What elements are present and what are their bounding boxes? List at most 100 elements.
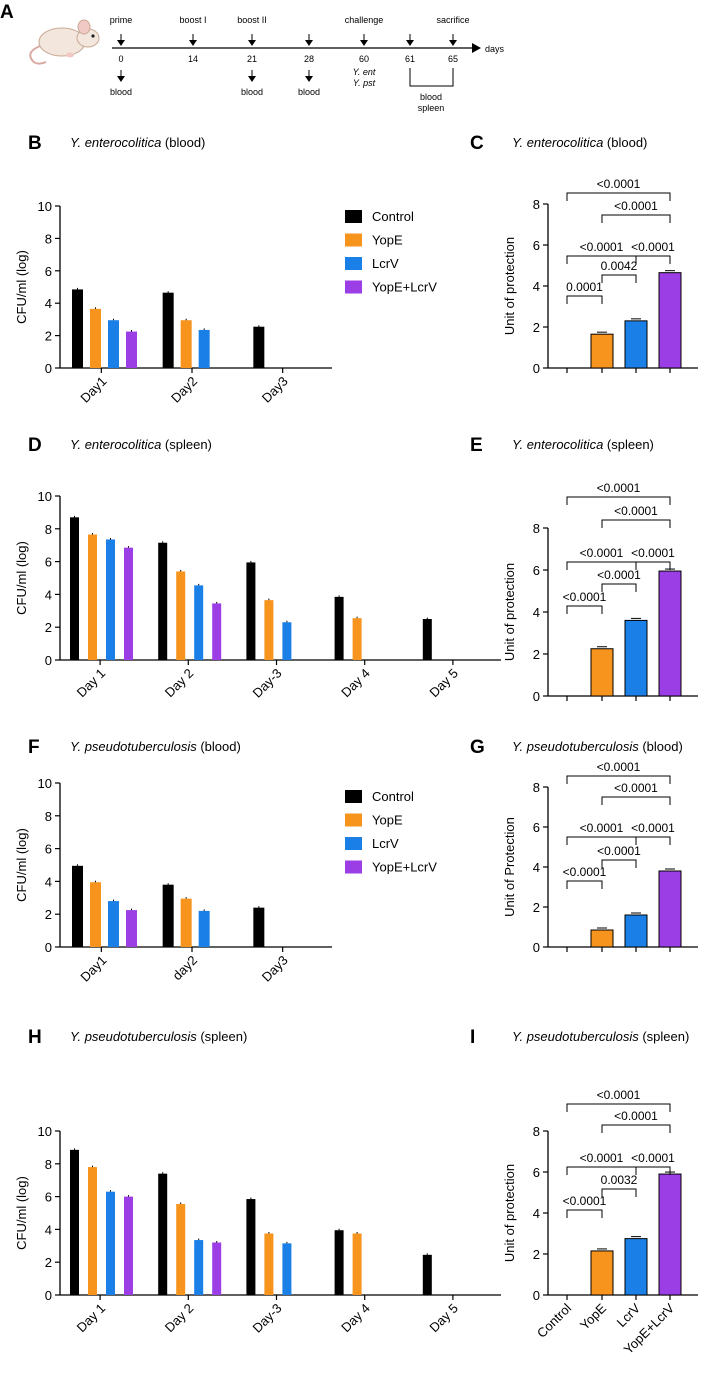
y-tick-label: 0 (533, 361, 540, 376)
x-tick-label: Day2 (168, 374, 200, 406)
bar-lcrv (282, 1243, 292, 1295)
legend-swatch (345, 210, 362, 223)
chart-title: Y. enterocolitica (blood) (70, 135, 205, 150)
chart-panel-C: C Y. enterocolitica (blood) 0 2 4 6 8 Unit of p… (470, 133, 698, 376)
y-tick-label: 4 (533, 1206, 540, 1221)
y-tick-label: 6 (533, 820, 540, 835)
event-day-label: 0 (118, 54, 123, 64)
p-value-label: <0.0001 (614, 504, 658, 518)
y-tick-label: 2 (45, 907, 52, 922)
y-axis-label: CFU/ml (log) (14, 250, 29, 324)
y-tick-label: 6 (45, 1190, 52, 1205)
y-tick-label: 8 (533, 780, 540, 795)
significance-bracket (601, 796, 671, 805)
event-top-label: boost II (237, 15, 267, 25)
p-value-label: <0.0001 (597, 1088, 641, 1102)
chart-panel-E: E Y. enterocolitica (spleen) 0 2 4 6 8 Unit of … (470, 435, 698, 704)
bar-yope (176, 1203, 186, 1295)
chart-panel-I: I Y. pseudotuberculosis (spleen) 0 2 4 6 8 Unit… (470, 1027, 698, 1357)
p-value-label: <0.0001 (631, 1151, 675, 1165)
significance-bracket (566, 1103, 671, 1112)
bar-control (72, 289, 83, 368)
y-tick-label: 8 (45, 809, 52, 824)
y-tick-label: 6 (45, 842, 52, 857)
p-value-label: <0.0001 (580, 546, 624, 560)
bar-lcrv (194, 585, 204, 660)
x-tick-label: Day 2 (162, 1301, 197, 1336)
p-value-label: 0.0001 (566, 280, 603, 294)
x-tick-label: Day1 (77, 374, 109, 406)
bar-control (334, 1230, 344, 1295)
y-tick-label: 8 (533, 197, 540, 212)
p-value-label: <0.0001 (563, 1194, 607, 1208)
bar-control (253, 907, 265, 947)
timeline-unit-label: days (485, 44, 505, 54)
significance-bracket (601, 583, 637, 592)
chart-title: Y. enterocolitica (spleen) (512, 437, 654, 452)
p-value-label: <0.0001 (580, 240, 624, 254)
chart-panel-H: H Y. pseudotuberculosis (spleen) 0 2 4 6 8 10 CF… (14, 1027, 501, 1336)
legend-swatch (345, 860, 362, 874)
p-value-label: <0.0001 (614, 781, 658, 795)
bar-yope (352, 1233, 362, 1295)
bar-control (162, 884, 174, 947)
chart-panel-G: G Y. pseudotuberculosis (blood) 0 2 4 6 8 Unit … (470, 737, 698, 955)
legend-swatch (345, 257, 362, 270)
bar-yope-lcrv (658, 1173, 682, 1296)
legend: Control YopE LcrV YopE+LcrV (345, 789, 437, 875)
event-top-label: challenge (345, 15, 384, 25)
panel-label: B (28, 133, 42, 154)
bar-control (422, 619, 432, 660)
y-tick-label: 4 (45, 874, 52, 889)
challenge-strain: Y. ent (353, 67, 376, 77)
chart-panel-D: D Y. enterocolitica (spleen) 0 2 4 6 8 10 CFU/ml… (14, 435, 501, 701)
significance-bracket (601, 214, 671, 223)
x-tick-label: Day 5 (426, 1301, 461, 1336)
sacrifice-bracket (409, 68, 454, 87)
y-tick-label: 8 (533, 1124, 540, 1139)
mouse-tail (29, 45, 47, 65)
bar-lcrv (624, 914, 648, 948)
legend-swatch (345, 813, 362, 827)
event-day-label: 61 (405, 54, 415, 64)
bar-yope (176, 571, 186, 660)
sample-arrow-head (117, 76, 125, 82)
y-axis-label: Unit of protection (502, 1164, 517, 1262)
y-tick-label: 0 (45, 940, 52, 955)
panel-label: C (470, 133, 484, 154)
legend-label: LcrV (372, 256, 399, 271)
event-top-label: prime (110, 15, 133, 25)
bar-yope (590, 333, 614, 369)
bar-yope-lcrv (124, 547, 133, 660)
chart-panel-B: B Y. enterocolitica (blood) 0 2 4 6 8 10 CFU/ml … (14, 133, 332, 406)
significance-bracket (566, 496, 671, 505)
y-tick-label: 4 (45, 587, 52, 602)
x-tick-label: Day 2 (162, 666, 197, 701)
y-tick-label: 4 (533, 279, 540, 294)
bar-control (72, 865, 83, 947)
y-axis-label: Unit of protection (502, 563, 517, 661)
significance-bracket (566, 192, 671, 201)
sample-arrow-head (248, 76, 256, 82)
y-tick-label: 2 (45, 620, 52, 635)
legend-label: LcrV (372, 836, 399, 851)
y-tick-label: 2 (533, 320, 540, 335)
chart-title: Y. pseudotuberculosis (blood) (70, 739, 241, 754)
p-value-label: <0.0001 (614, 199, 658, 213)
p-value-label: 0.0032 (601, 1173, 638, 1187)
event-day-label: 28 (304, 54, 314, 64)
significance-bracket (566, 880, 603, 889)
legend-label: Control (372, 789, 414, 804)
panel-label: F (28, 737, 40, 758)
y-tick-label: 2 (45, 1255, 52, 1270)
y-axis-label: Unit of protection (502, 237, 517, 335)
y-tick-label: 10 (38, 776, 52, 791)
significance-bracket (601, 1188, 637, 1197)
significance-bracket (635, 836, 671, 845)
bar-yope (590, 929, 614, 948)
legend: Control YopE LcrV YopE+LcrV (345, 209, 437, 295)
p-value-label: <0.0001 (597, 481, 641, 495)
y-tick-label: 4 (533, 605, 540, 620)
bar-control (162, 292, 174, 368)
bar-control (334, 596, 344, 660)
